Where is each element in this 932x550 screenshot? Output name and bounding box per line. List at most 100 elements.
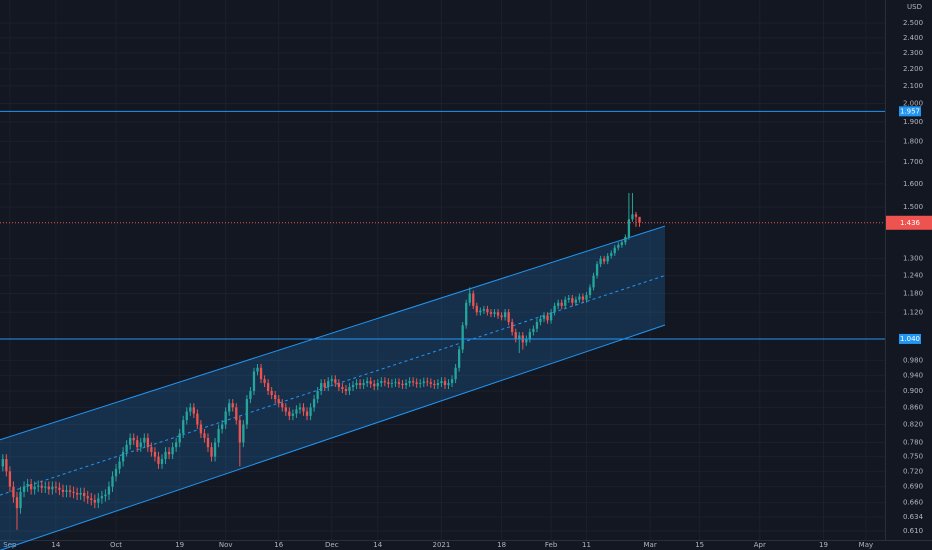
x-tick-label: 18 xyxy=(497,541,506,549)
candle-body xyxy=(302,407,305,412)
candle-body xyxy=(472,293,475,306)
candle-body xyxy=(33,486,36,490)
level-label: 1.957 xyxy=(900,107,920,115)
x-tick-label: 19 xyxy=(175,541,184,549)
y-tick-label: 0.750 xyxy=(903,453,923,461)
candle-body xyxy=(182,420,185,434)
candle-body xyxy=(189,407,192,412)
candle-body xyxy=(581,296,585,300)
candle-body xyxy=(454,367,457,380)
y-tick-label: 0.690 xyxy=(903,483,923,491)
candle-body xyxy=(369,381,372,384)
candle-body xyxy=(203,433,206,438)
candle-body xyxy=(79,492,82,495)
candle-body xyxy=(486,309,489,313)
level-label: 1.040 xyxy=(900,335,920,343)
candle-body xyxy=(620,242,623,246)
candle-body xyxy=(617,245,620,248)
candle-body xyxy=(450,379,454,384)
candle-body xyxy=(433,383,436,386)
candle-body xyxy=(90,498,93,500)
x-tick-label: 16 xyxy=(274,541,283,549)
candle-body xyxy=(175,442,178,448)
candle-body xyxy=(5,459,8,472)
candle-body xyxy=(557,302,560,306)
y-tick-label: 0.980 xyxy=(903,356,923,364)
candle-body xyxy=(58,487,61,490)
candle-body xyxy=(571,298,574,303)
candle-body xyxy=(22,486,26,492)
y-tick-label: 1.800 xyxy=(903,137,923,145)
candle-body xyxy=(266,383,270,391)
candle-body xyxy=(72,491,75,493)
candle-body xyxy=(125,444,128,452)
candle-body xyxy=(468,293,471,303)
candle-body xyxy=(54,486,58,488)
candle-body xyxy=(380,381,383,384)
candle-body xyxy=(284,407,287,412)
x-tick-label: Feb xyxy=(545,541,558,549)
candle-body xyxy=(351,385,355,388)
candle-body xyxy=(298,407,302,410)
candle-body xyxy=(277,399,280,404)
currency: USD xyxy=(907,3,922,11)
candle-body xyxy=(588,287,592,295)
y-tick-label: 1.600 xyxy=(903,180,923,188)
candle-body xyxy=(638,216,641,223)
y-tick-label: 0.634 xyxy=(903,513,924,521)
candle-body xyxy=(164,451,167,460)
candle-body xyxy=(532,328,535,333)
candle-body xyxy=(47,486,50,490)
candle-body xyxy=(447,383,450,386)
channel-fill xyxy=(0,226,665,550)
candle-body xyxy=(376,383,379,387)
candle-body xyxy=(348,387,351,391)
candle-body xyxy=(75,492,79,495)
candle-body xyxy=(256,367,259,372)
candle-body xyxy=(238,420,241,443)
y-tick-label: 2.400 xyxy=(903,34,923,42)
candle-body xyxy=(511,322,514,333)
y-tick-label: 1.900 xyxy=(903,118,923,126)
candle-body xyxy=(288,411,291,416)
candle-body xyxy=(387,382,390,384)
y-tick-label: 1.120 xyxy=(903,308,923,316)
y-tick-label: 2.300 xyxy=(903,49,923,57)
x-tick-label: May xyxy=(859,541,873,549)
y-tick-label: 0.900 xyxy=(903,387,923,395)
candle-body xyxy=(479,310,482,313)
candle-body xyxy=(411,381,415,383)
channel-lower xyxy=(0,324,666,550)
y-tick-label: 1.700 xyxy=(903,158,923,166)
candle-body xyxy=(114,468,118,477)
x-tick-label: 11 xyxy=(582,541,591,549)
y-tick-label: 1.300 xyxy=(903,255,923,263)
candle-body xyxy=(157,456,160,464)
candle-body xyxy=(631,214,634,220)
candle-body xyxy=(242,424,245,443)
candle-body xyxy=(86,496,89,499)
candle-body xyxy=(627,219,631,238)
candle-body xyxy=(224,411,227,425)
candle-body xyxy=(153,451,157,457)
candle-body xyxy=(489,312,493,314)
candle-body xyxy=(595,264,599,276)
candle-body xyxy=(65,490,68,492)
candle-body xyxy=(26,484,29,487)
candle-body xyxy=(514,332,517,339)
candle-body xyxy=(29,484,33,490)
candle-body xyxy=(249,390,252,400)
candle-body xyxy=(12,486,15,498)
candle-body xyxy=(213,442,217,457)
candle-body xyxy=(323,383,326,388)
candle-body xyxy=(44,486,47,488)
candle-body xyxy=(341,387,344,390)
candle-body xyxy=(461,325,464,350)
candle-body xyxy=(100,496,104,499)
candle-body xyxy=(401,383,404,386)
candle-body xyxy=(316,390,319,400)
y-tick-label: 1.500 xyxy=(903,203,923,211)
candle-body xyxy=(436,383,440,386)
candle-body xyxy=(150,447,153,452)
candle-body xyxy=(465,302,468,326)
